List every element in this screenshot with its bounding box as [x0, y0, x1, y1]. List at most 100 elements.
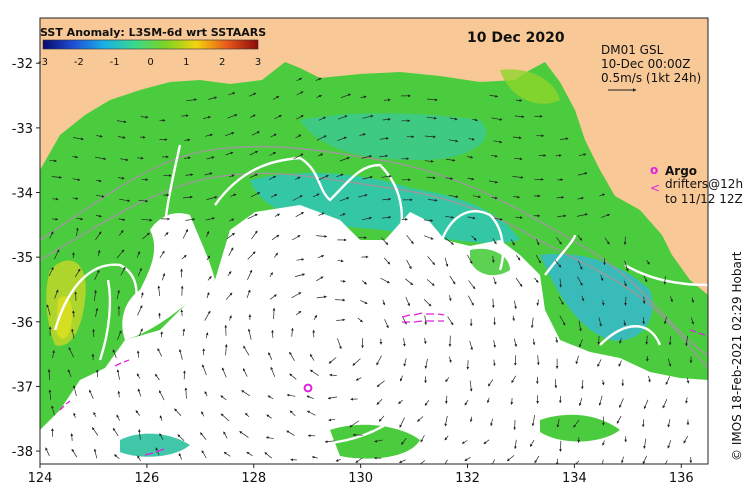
current-vector [204, 172, 213, 176]
current-vector [641, 419, 645, 428]
y-axis: -32 -33 -34 -35 -36 -37 -38 [12, 57, 40, 460]
current-vector [95, 231, 102, 241]
current-vector [380, 277, 390, 284]
current-vector [244, 412, 250, 417]
current-vector [51, 175, 62, 179]
current-vector [426, 279, 435, 286]
current-vector [318, 116, 327, 121]
map-date: 10 Dec 2020 [467, 30, 565, 46]
current-vector [206, 292, 210, 299]
current-vector [376, 355, 382, 366]
current-vector [47, 369, 51, 381]
current-vector [72, 178, 81, 181]
current-vector [623, 280, 627, 287]
current-vector [174, 408, 182, 417]
current-vector [490, 154, 498, 158]
current-vector [360, 95, 367, 99]
current-vector [472, 118, 478, 122]
current-vector [512, 315, 515, 322]
current-time-label: 10-Dec 00:00Z [601, 57, 690, 71]
current-vector [406, 259, 412, 270]
current-vector [578, 153, 587, 157]
current-vector [71, 252, 75, 259]
current-vector [424, 159, 434, 163]
current-vector [137, 305, 143, 316]
current-vector [206, 156, 215, 160]
current-vector [327, 396, 338, 400]
current-vector [424, 315, 428, 326]
current-vector [642, 317, 646, 325]
current-vector [137, 388, 142, 397]
current-vector [490, 418, 493, 427]
current-vector [138, 199, 149, 203]
y-tick-label: -36 [12, 316, 33, 331]
current-vector [513, 355, 517, 366]
current-vector [468, 137, 475, 141]
current-vector [468, 280, 476, 290]
current-vector [95, 194, 105, 198]
current-vector [290, 327, 294, 337]
current-vector [556, 236, 562, 245]
current-vector [114, 454, 120, 459]
y-tick-label: -34 [12, 187, 33, 202]
current-vector [444, 237, 454, 245]
current-vector [95, 156, 107, 161]
current-vector [295, 212, 305, 218]
current-vector [597, 335, 601, 345]
current-vector [340, 93, 352, 99]
current-vector [295, 176, 301, 180]
current-vector [444, 415, 448, 427]
current-vector [691, 297, 695, 303]
current-vector [267, 395, 274, 400]
current-vector [513, 338, 518, 348]
current-vector [383, 98, 391, 102]
current-vector [601, 459, 604, 464]
current-vector [286, 393, 296, 397]
current-vector [328, 418, 336, 422]
current-vector [601, 379, 605, 386]
current-vector [642, 455, 647, 464]
current-vector [136, 251, 141, 258]
current-vector [424, 135, 436, 139]
current-vector [318, 212, 325, 216]
y-tick-label: -35 [12, 251, 33, 266]
current-vector [73, 137, 84, 141]
current-vector [379, 137, 389, 140]
current-vector [487, 379, 494, 387]
current-vector [248, 92, 257, 97]
current-vector [246, 451, 253, 457]
warm-anomaly-patch-2 [56, 296, 73, 339]
current-vector [337, 115, 348, 120]
current-vector [449, 117, 458, 121]
current-vector [264, 452, 272, 459]
current-vector [467, 254, 473, 264]
current-vector [445, 395, 448, 404]
current-vector [405, 278, 414, 286]
current-vector [361, 155, 373, 159]
current-vector [295, 134, 302, 139]
current-vector [316, 295, 327, 299]
current-vector [286, 430, 295, 436]
current-vector [202, 364, 207, 376]
current-vector [448, 139, 459, 143]
cloud-mask [40, 205, 708, 464]
current-vector [203, 115, 212, 119]
current-vector [157, 285, 161, 297]
current-vector [445, 377, 450, 383]
current-vector [461, 440, 468, 444]
current-vector [206, 255, 211, 261]
current-vector [467, 177, 475, 181]
current-vector [600, 213, 611, 218]
drifter-legend-symbol: < [650, 181, 660, 195]
current-vector [223, 431, 228, 439]
current-vector [329, 373, 337, 377]
current-vector [274, 252, 278, 258]
current-vector [296, 115, 304, 120]
current-vector [491, 459, 496, 464]
current-vector [221, 367, 227, 378]
current-vector [72, 155, 79, 159]
current-vector [182, 195, 193, 199]
current-vector [575, 355, 579, 365]
current-vector [359, 133, 366, 136]
